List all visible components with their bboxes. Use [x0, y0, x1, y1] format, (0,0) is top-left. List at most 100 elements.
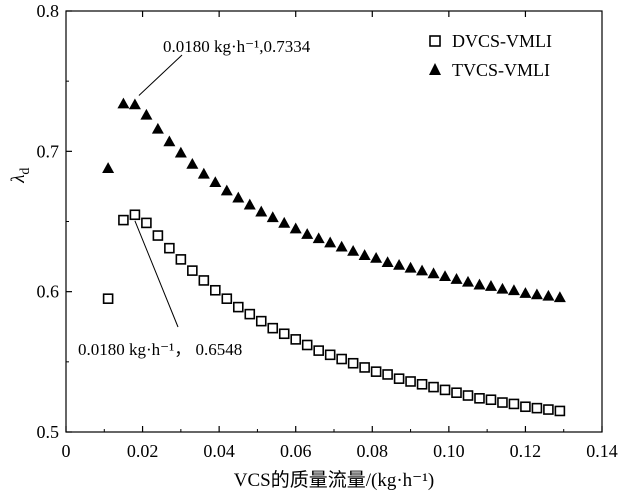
x-tick-label: 0.10	[433, 441, 465, 461]
legend-marker-dvcs	[429, 35, 441, 47]
data-point	[543, 404, 554, 415]
data-point	[393, 259, 406, 270]
data-point	[187, 265, 198, 276]
annotation-label-dvcs: 0.0180 kg·h⁻¹， 0.6548	[78, 340, 242, 359]
data-point	[129, 209, 141, 221]
data-point	[289, 222, 302, 234]
legend-label-tvcs: TVCS-VMLI	[452, 60, 550, 80]
data-point	[118, 214, 129, 226]
data-point	[140, 108, 153, 120]
data-point	[451, 387, 462, 399]
data-point	[209, 176, 222, 188]
x-tick-label: 0.08	[357, 441, 389, 461]
data-point	[462, 275, 474, 287]
data-point	[128, 98, 141, 110]
data-point	[255, 315, 267, 327]
data-point	[405, 376, 416, 387]
data-point	[450, 273, 463, 284]
data-point	[530, 288, 543, 300]
x-tick-label: 0.04	[203, 441, 235, 461]
data-point	[370, 251, 383, 263]
legend-label-dvcs: DVCS-VMLI	[452, 31, 552, 51]
data-point	[198, 275, 210, 286]
data-point	[336, 353, 347, 365]
data-point	[255, 205, 268, 217]
data-point	[416, 264, 429, 276]
data-point	[175, 254, 187, 265]
data-point	[404, 261, 417, 273]
data-point	[232, 301, 244, 313]
data-point	[324, 349, 336, 361]
data-point	[220, 184, 233, 196]
data-point	[473, 278, 486, 290]
x-tick-label: 0	[62, 441, 71, 461]
data-point	[266, 211, 279, 223]
x-tick-label: 0.14	[586, 441, 618, 461]
data-point	[163, 135, 176, 147]
data-point	[554, 405, 566, 417]
y-axis-title: λd	[8, 168, 33, 184]
x-axis-title: VCS的质量流量/(kg·h⁻¹)	[234, 469, 434, 491]
data-point	[102, 293, 114, 304]
x-tick-label: 0.06	[280, 441, 312, 461]
data-point	[152, 230, 164, 241]
y-tick-label: 0.6	[37, 282, 60, 302]
data-point	[381, 256, 394, 267]
data-point	[117, 97, 130, 109]
data-point	[462, 390, 474, 401]
data-point	[221, 293, 233, 304]
data-point	[210, 284, 221, 296]
y-tick-label: 0.7	[37, 141, 60, 161]
data-point	[313, 345, 324, 356]
data-marks	[102, 97, 566, 417]
data-point	[520, 401, 531, 413]
data-point	[290, 334, 302, 345]
data-point	[102, 162, 115, 173]
data-point	[243, 198, 256, 210]
y-axis-title-symbol: λ	[8, 175, 29, 184]
y-tick-label: 0.8	[37, 1, 60, 21]
y-axis-title-subscript: d	[18, 168, 33, 175]
annotation-leader-line-tvcs	[138, 54, 183, 96]
data-point	[151, 122, 164, 134]
data-point	[531, 402, 543, 414]
series-dvcs-vmli	[102, 209, 566, 417]
data-point	[496, 282, 509, 294]
data-point	[186, 157, 199, 169]
data-point	[519, 287, 532, 298]
data-point	[278, 216, 291, 228]
data-point	[197, 167, 210, 179]
annotations: 0.0180 kg·h⁻¹,0.7334 0.0180 kg·h⁻¹， 0.65…	[78, 37, 311, 359]
data-point	[301, 339, 313, 351]
data-point	[439, 384, 451, 396]
data-point	[358, 249, 371, 260]
annotation-leader-line-dvcs	[134, 220, 179, 328]
legend: DVCS-VMLI TVCS-VMLI	[429, 31, 552, 80]
data-point	[359, 362, 370, 373]
data-point	[553, 291, 566, 303]
data-point	[485, 394, 497, 406]
data-point	[347, 357, 359, 369]
data-point	[428, 381, 439, 393]
x-tick-label: 0.02	[127, 441, 159, 461]
data-point	[393, 373, 405, 384]
x-tick-label: 0.12	[510, 441, 542, 461]
data-point	[244, 308, 256, 320]
ticks: 0 0.02 0.04 0.06 0.08 0.10 0.12 0.14 0.5 0.6 0.7 0.…	[37, 1, 618, 461]
data-point	[141, 217, 152, 229]
data-point	[508, 398, 520, 410]
data-point	[335, 240, 348, 252]
data-point	[416, 378, 428, 390]
data-point	[542, 289, 555, 301]
data-point	[439, 270, 452, 282]
data-point	[324, 236, 337, 248]
data-point	[278, 328, 290, 340]
data-point	[267, 322, 279, 334]
data-point	[427, 267, 440, 279]
data-point	[474, 393, 485, 404]
data-point	[232, 191, 245, 203]
data-point	[312, 232, 325, 244]
data-point	[370, 366, 382, 377]
y-tick-label: 0.5	[37, 422, 60, 442]
